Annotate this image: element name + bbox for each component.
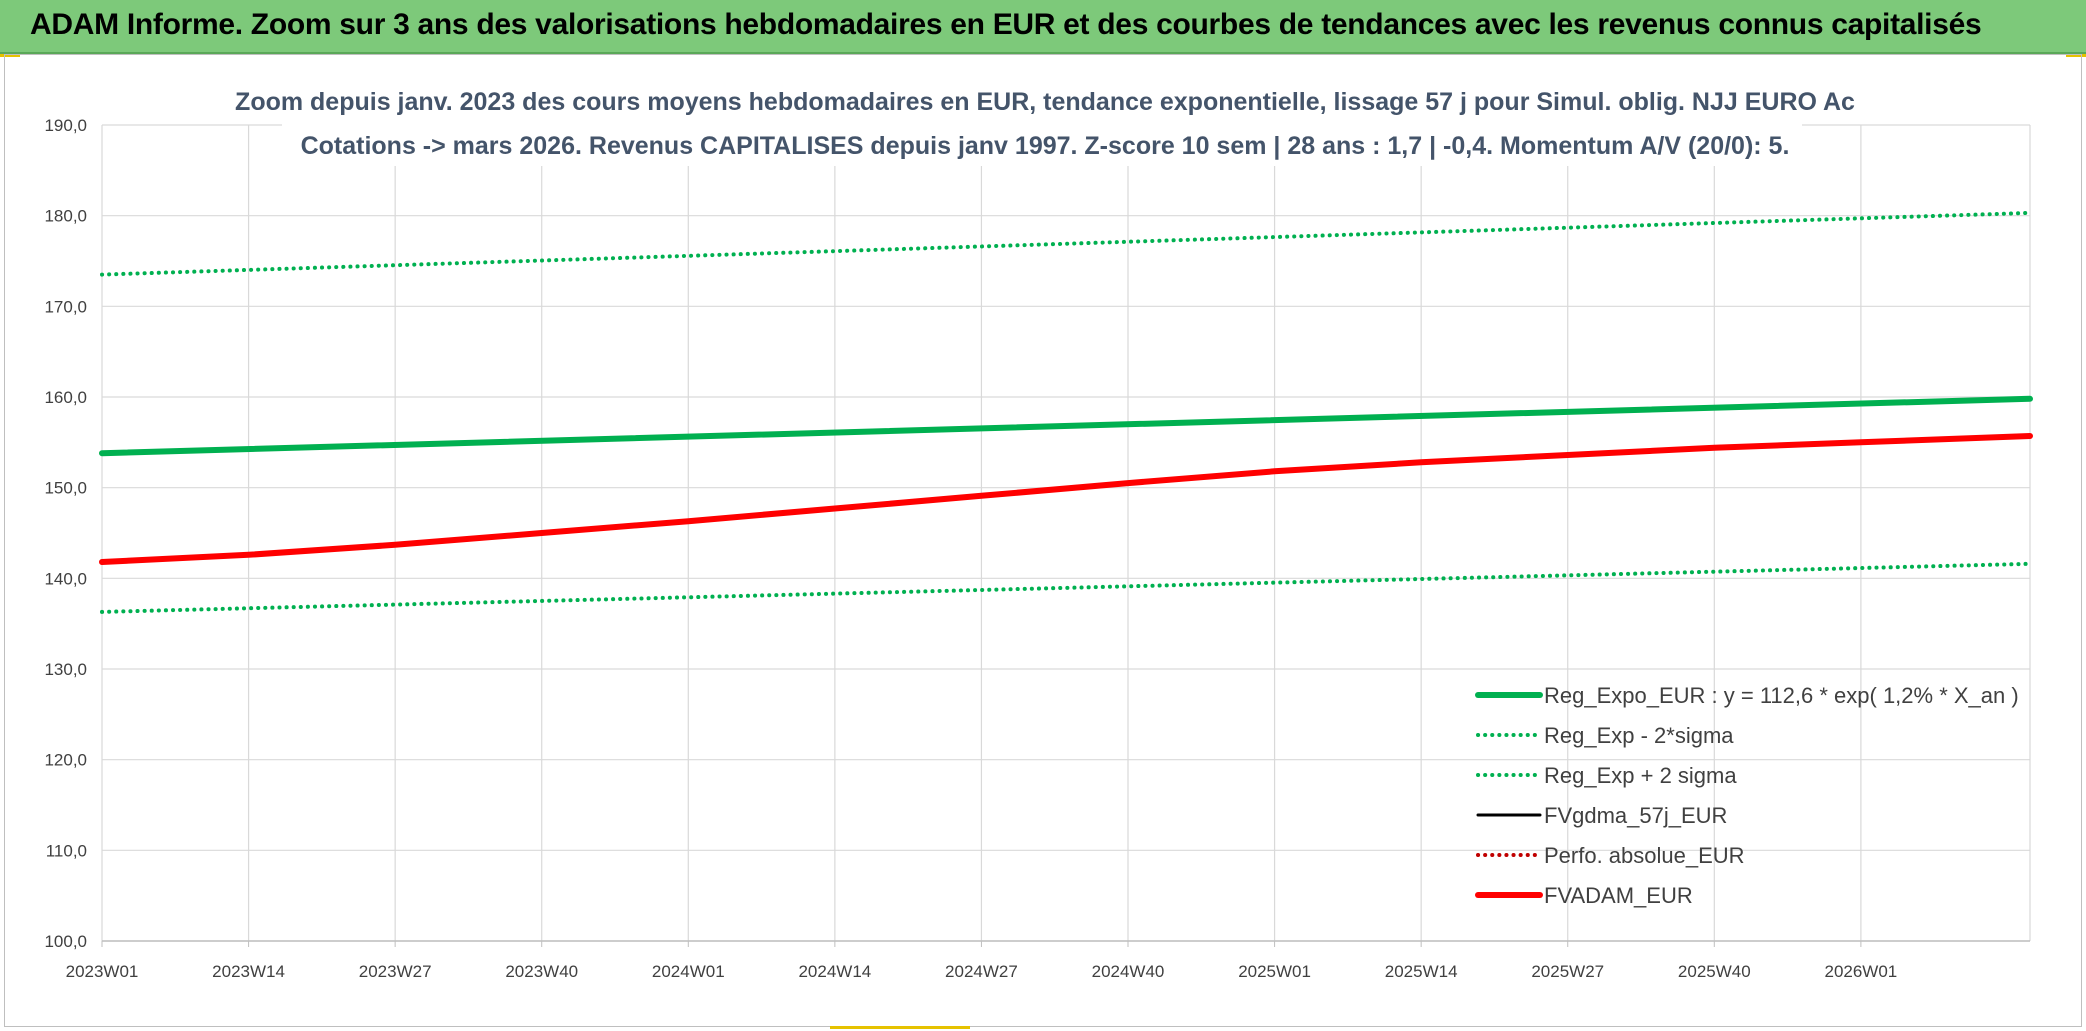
x-tick-label: 2023W01 [66,962,139,981]
y-tick-label: 170,0 [44,297,87,316]
y-tick-label: 110,0 [46,841,87,860]
chart-frame [4,54,2082,1027]
x-tick-label: 2026W01 [1824,962,1897,981]
x-tick-label: 2024W40 [1092,962,1165,981]
x-tick-label: 2023W27 [359,962,432,981]
legend-label-6: FVADAM_EUR [1544,883,1693,908]
x-axis: 2023W01 2023W14 2023W27 2023W40 2024W01 2024W… [66,940,2030,981]
title-backdrop [282,84,1802,166]
y-tick-label: 100,0 [44,932,87,951]
series-line-6 [99,433,2033,565]
x-tick-label: 2023W14 [212,962,285,981]
legend-label-5: Perfo. absolue_EUR [1544,843,1745,868]
x-tick-label: 2024W01 [652,962,725,981]
series-line-3 [100,210,2032,277]
x-tick-label: 2025W01 [1238,962,1311,981]
accent-bar-right [2066,54,2086,57]
x-tick-label: 2023W40 [505,962,578,981]
x-tick-label: 2024W14 [798,962,871,981]
chart-series [99,210,2033,614]
y-axis: 100,0 110,0 120,0 130,0 140,0 150,0 160,0 170,0… [44,116,87,951]
series-line-2 [100,561,2032,614]
y-tick-label: 160,0 [44,388,87,407]
report-banner: ADAM Informe. Zoom sur 3 ans des valoris… [0,0,2086,54]
y-tick-label: 140,0 [44,569,87,588]
y-tick-label: 150,0 [44,479,87,498]
chart-subtitle: Cotations -> mars 2026. Revenus CAPITALI… [301,132,1790,160]
accent-bar-left [0,54,20,57]
legend-label-4: FVgdma_57j_EUR [1544,803,1727,828]
x-tick-label: 2025W40 [1678,962,1751,981]
accent-bar-bottom [830,1026,970,1029]
y-tick-label: 120,0 [44,751,87,770]
legend-label-2: Reg_Exp - 2*sigma [1544,723,1734,748]
report-title: ADAM Informe. Zoom sur 3 ans des valoris… [30,8,1982,41]
y-tick-label: 190,0 [44,116,87,135]
x-tick-label: 2024W27 [945,962,1018,981]
y-tick-label: 130,0 [44,660,87,679]
y-tick-label: 180,0 [44,207,87,226]
legend-label-3: Reg_Exp + 2 sigma [1544,763,1737,788]
legend-label-1: Reg_Expo_EUR : y = 112,6 * exp( 1,2% * X… [1544,683,2019,708]
chart-gridlines [101,124,2031,942]
chart-title: Zoom depuis janv. 2023 des cours moyens … [235,88,1855,116]
chart-legend: Reg_Expo_EUR : y = 112,6 * exp( 1,2% * X… [1475,683,2019,908]
series-line-1 [99,395,2033,457]
x-tick-label: 2025W14 [1385,962,1458,981]
x-tick-label: 2025W27 [1531,962,1604,981]
